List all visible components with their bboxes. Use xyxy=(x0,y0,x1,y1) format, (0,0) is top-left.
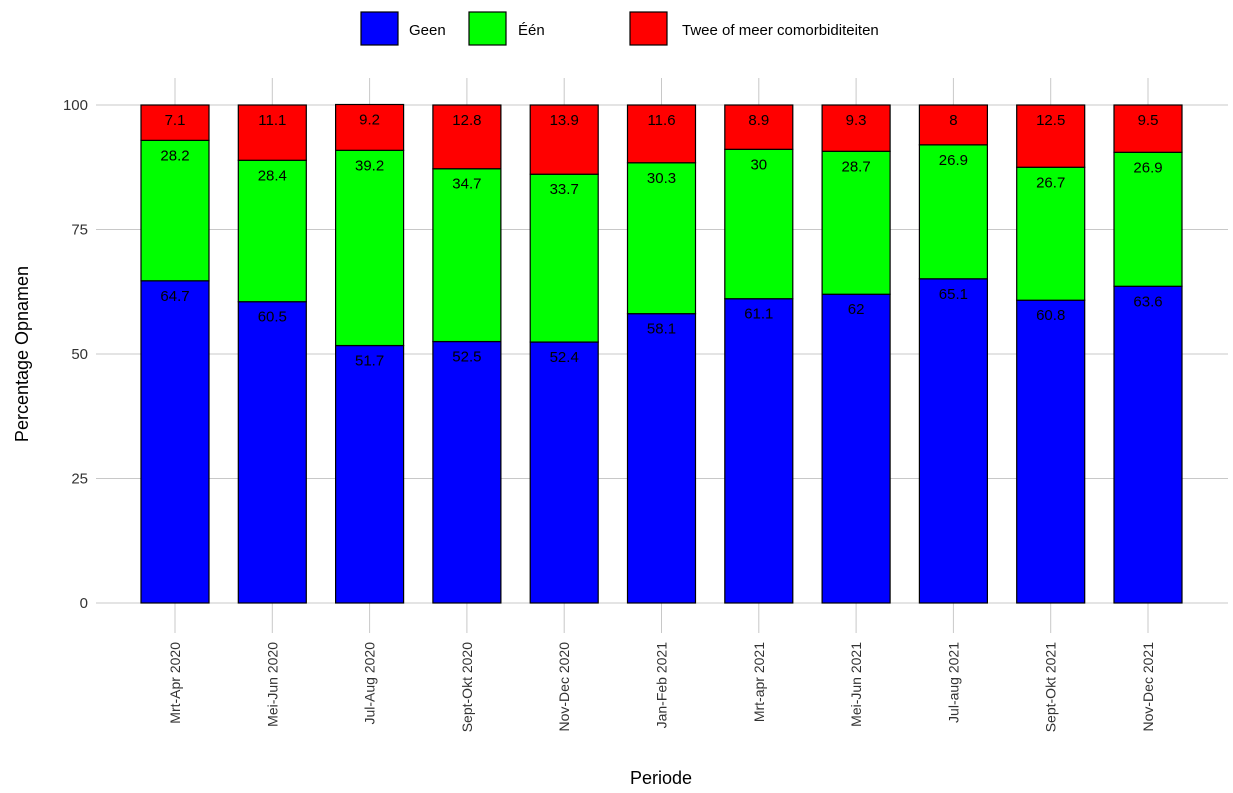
data-label-3-series-2: 12.8 xyxy=(452,112,481,129)
data-label-7-series-2: 9.3 xyxy=(846,112,867,129)
bar-1-series-0 xyxy=(237,301,307,604)
data-label-5-series-1: 30.3 xyxy=(647,170,676,187)
x-tick-label-3: Sept-Okt 2020 xyxy=(459,642,475,732)
x-tick-label-9: Sept-Okt 2021 xyxy=(1043,642,1059,732)
x-axis-title: Periode xyxy=(630,768,692,788)
bar-2-series-2 xyxy=(335,103,405,151)
bar-7-series-2 xyxy=(821,104,891,152)
data-label-5-series-0: 58.1 xyxy=(647,321,676,338)
x-tick-label-0: Mrt-Apr 2020 xyxy=(167,642,183,724)
bar-6-series-0 xyxy=(724,298,794,604)
legend: Geen Één Twee of meer comorbiditeiten xyxy=(360,11,879,46)
data-label-1-series-1: 28.4 xyxy=(258,167,287,184)
bar-4-series-0 xyxy=(529,341,599,604)
x-tick-label-7: Mei-Jun 2021 xyxy=(848,642,864,727)
bar-4-series-1 xyxy=(529,173,599,343)
x-tick-label-10: Nov-Dec 2021 xyxy=(1140,642,1156,732)
data-label-10-series-0: 63.6 xyxy=(1133,293,1162,310)
bar-3-series-2 xyxy=(432,104,502,170)
bar-3-series-0 xyxy=(432,340,502,604)
y-axis: 0 25 50 75 100 xyxy=(63,97,88,612)
bar-8-series-1 xyxy=(918,144,989,280)
data-label-6-series-1: 30 xyxy=(750,156,767,173)
data-label-0-series-2: 7.1 xyxy=(165,112,186,129)
bar-0-series-1 xyxy=(140,139,210,282)
bar-10-series-2 xyxy=(1113,104,1183,153)
x-tick-label-2: Jul-Aug 2020 xyxy=(362,642,378,725)
x-tick-label-5: Jan-Feb 2021 xyxy=(654,642,670,729)
data-label-9-series-0: 60.8 xyxy=(1036,307,1065,324)
x-tick-label-1: Mei-Jun 2020 xyxy=(264,642,280,727)
bar-1-series-1 xyxy=(237,159,307,303)
y-tick-label-0: 0 xyxy=(80,595,88,612)
x-axis: Mrt-Apr 2020 Mei-Jun 2020 Jul-Aug 2020 Sept… xyxy=(167,642,1156,732)
bar-5-series-0 xyxy=(626,313,697,604)
bar-9-series-2 xyxy=(1016,104,1086,168)
data-label-1-series-2: 11.1 xyxy=(258,112,286,129)
y-tick-label-25: 25 xyxy=(71,471,88,488)
y-tick-label-75: 75 xyxy=(71,222,88,239)
bar-5-series-2 xyxy=(626,104,697,164)
bar-0-series-2 xyxy=(140,104,210,141)
data-label-3-series-0: 52.5 xyxy=(452,349,481,366)
bar-5-series-1 xyxy=(626,162,697,315)
data-label-6-series-0: 61.1 xyxy=(744,306,773,323)
x-tick-label-8: Jul-aug 2021 xyxy=(945,642,961,723)
bar-1-series-2 xyxy=(237,104,307,161)
bar-8-series-0 xyxy=(918,278,989,604)
bar-8-series-2 xyxy=(918,104,989,146)
data-label-9-series-2: 12.5 xyxy=(1036,112,1065,129)
y-tick-label-50: 50 xyxy=(71,346,88,363)
data-label-5-series-2: 11.6 xyxy=(647,112,675,129)
data-label-2-series-0: 51.7 xyxy=(355,353,384,370)
legend-swatch-2 xyxy=(629,11,668,46)
legend-swatch-0 xyxy=(360,11,399,46)
data-label-8-series-0: 65.1 xyxy=(939,286,968,303)
legend-label-0: Geen xyxy=(409,22,446,39)
bar-2-series-1 xyxy=(335,149,405,347)
x-tick-label-4: Nov-Dec 2020 xyxy=(556,642,572,732)
data-label-6-series-2: 8.9 xyxy=(748,112,769,129)
data-label-0-series-1: 28.2 xyxy=(160,147,189,164)
bar-6-series-1 xyxy=(724,148,794,300)
data-label-0-series-0: 64.7 xyxy=(160,288,189,305)
bar-6-series-2 xyxy=(724,104,794,150)
legend-swatch-1 xyxy=(468,11,507,46)
data-label-3-series-1: 34.7 xyxy=(452,176,481,193)
x-tick-label-6: Mrt-apr 2021 xyxy=(751,642,767,722)
data-label-9-series-1: 26.7 xyxy=(1036,174,1065,191)
bar-4-series-2 xyxy=(529,104,599,175)
data-label-7-series-1: 28.7 xyxy=(841,158,870,175)
data-label-10-series-2: 9.5 xyxy=(1138,112,1159,129)
data-labels: 64.7 28.2 7.1 60.5 28.4 11.1 51.7 39.2 9.2 52.5 34… xyxy=(160,112,1162,370)
bar-7-series-1 xyxy=(821,150,891,295)
data-label-2-series-2: 9.2 xyxy=(359,112,380,129)
data-label-2-series-1: 39.2 xyxy=(355,157,384,174)
data-label-7-series-0: 62 xyxy=(848,301,865,318)
bar-9-series-1 xyxy=(1016,166,1086,301)
y-axis-title: Percentage Opnamen xyxy=(12,266,32,442)
data-label-4-series-1: 33.7 xyxy=(550,181,579,198)
data-label-8-series-1: 26.9 xyxy=(939,152,968,169)
bar-9-series-0 xyxy=(1016,299,1086,604)
data-label-10-series-1: 26.9 xyxy=(1133,159,1162,176)
bar-3-series-1 xyxy=(432,168,502,343)
data-label-8-series-2: 8 xyxy=(949,112,957,129)
y-tick-label-100: 100 xyxy=(63,97,88,114)
data-label-1-series-0: 60.5 xyxy=(258,309,287,326)
legend-label-1: Één xyxy=(518,22,545,39)
bar-0-series-0 xyxy=(140,280,210,604)
bar-7-series-0 xyxy=(821,293,891,604)
bar-10-series-1 xyxy=(1113,151,1183,287)
bar-2-series-0 xyxy=(335,344,405,604)
data-label-4-series-0: 52.4 xyxy=(550,349,579,366)
bar-10-series-0 xyxy=(1113,285,1183,604)
bars xyxy=(140,103,1183,604)
legend-label-2: Twee of meer comorbiditeiten xyxy=(682,22,879,39)
data-label-4-series-2: 13.9 xyxy=(550,112,579,129)
